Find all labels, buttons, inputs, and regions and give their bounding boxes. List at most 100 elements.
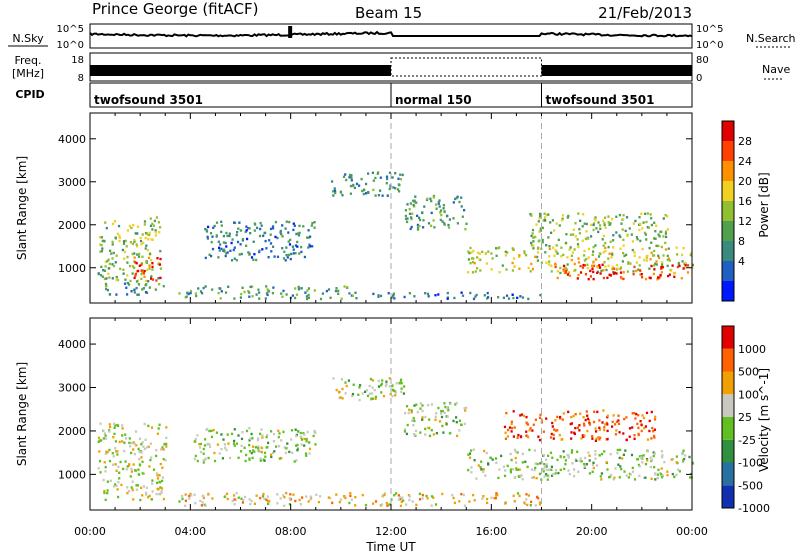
- power-cell: [215, 234, 218, 237]
- velocity-cell: [147, 445, 150, 448]
- nsky-tick-left-bottom: 10^0: [57, 40, 84, 51]
- power-cell: [530, 244, 533, 247]
- power-cell: [296, 245, 299, 248]
- power-cell: [548, 244, 551, 248]
- velocity-cell: [123, 441, 126, 444]
- power-cell: [123, 282, 127, 285]
- velocity-cell: [581, 434, 584, 437]
- power-cells: [97, 171, 694, 301]
- velocity-cell: [505, 411, 508, 415]
- velocity-cell: [351, 394, 354, 398]
- velocity-cell: [391, 388, 395, 392]
- power-cell: [151, 222, 154, 226]
- power-cell: [225, 245, 228, 248]
- velocity-cell: [682, 449, 685, 452]
- power-colorbar-swatch: [722, 201, 734, 221]
- velocity-cell: [156, 432, 159, 435]
- velocity-cell: [248, 450, 252, 453]
- power-cell: [541, 241, 544, 244]
- power-cell: [287, 240, 290, 243]
- velocity-cell: [415, 403, 418, 406]
- power-cell: [556, 270, 559, 273]
- velocity-cell: [512, 468, 515, 471]
- power-cell: [134, 261, 137, 264]
- power-cell: [557, 238, 560, 242]
- power-cell: [102, 269, 105, 272]
- velocity-cell: [280, 456, 283, 460]
- power-cell: [622, 214, 625, 217]
- velocity-cell: [644, 462, 648, 466]
- power-cell: [280, 292, 283, 295]
- velocity-cell: [675, 473, 678, 476]
- power-cell: [285, 293, 288, 296]
- velocity-cell: [248, 427, 251, 430]
- power-cell: [386, 194, 389, 197]
- power-cell: [136, 232, 139, 235]
- velocity-cell: [132, 448, 135, 451]
- velocity-colorbar-tick-label: -1000: [738, 502, 770, 515]
- velocity-cell: [534, 462, 537, 465]
- velocity-cell: [544, 465, 547, 469]
- power-cell: [607, 257, 610, 260]
- power-cell: [512, 248, 515, 251]
- velocity-cell: [282, 494, 285, 497]
- velocity-cell: [509, 471, 512, 474]
- velocity-cell: [151, 490, 154, 493]
- velocity-cell: [126, 486, 129, 489]
- power-cell: [463, 209, 466, 212]
- velocity-cell: [525, 498, 528, 501]
- velocity-cell: [479, 466, 482, 469]
- power-cell: [187, 292, 190, 296]
- power-cell: [478, 258, 481, 261]
- velocity-cell: [150, 426, 154, 429]
- power-cell: [416, 214, 419, 217]
- power-cell: [530, 241, 533, 245]
- velocity-cell: [331, 501, 334, 505]
- velocity-cell: [339, 396, 342, 399]
- power-cell: [650, 251, 653, 254]
- velocity-cell: [248, 458, 251, 461]
- power-cell: [195, 294, 198, 298]
- power-cell: [631, 240, 634, 243]
- power-cell: [416, 226, 420, 229]
- power-cell: [151, 228, 154, 231]
- cpid-segment-label: twofsound 3501: [94, 93, 203, 107]
- velocity-cell: [549, 436, 553, 439]
- velocity-cell: [606, 429, 609, 433]
- velocity-cell: [147, 496, 150, 499]
- velocity-cell: [158, 423, 161, 426]
- power-cell: [111, 257, 114, 260]
- power-cell: [660, 265, 663, 269]
- velocity-cell: [526, 423, 530, 426]
- velocity-cell: [652, 430, 655, 433]
- power-cell: [98, 236, 102, 239]
- power-cell: [585, 222, 588, 226]
- velocity-cell: [245, 453, 248, 457]
- velocity-cell: [109, 425, 112, 429]
- velocity-cell: [162, 458, 165, 461]
- power-cell: [104, 221, 107, 224]
- power-cell: [455, 196, 458, 200]
- velocity-cell: [368, 384, 371, 388]
- velocity-cell: [202, 447, 205, 451]
- power-cell: [360, 177, 363, 181]
- velocity-cell: [369, 377, 372, 381]
- power-cell: [266, 293, 269, 297]
- velocity-cell: [619, 465, 622, 468]
- velocity-cell: [587, 417, 590, 420]
- velocity-cell: [435, 412, 438, 415]
- power-cell: [145, 244, 148, 247]
- power-cell: [235, 233, 238, 237]
- power-cell: [602, 219, 605, 222]
- velocity-cell: [99, 422, 102, 425]
- velocity-cell: [587, 451, 590, 454]
- velocity-cell: [415, 503, 418, 507]
- velocity-cell: [309, 498, 312, 501]
- power-cell: [128, 264, 132, 268]
- velocity-cell: [545, 465, 548, 468]
- velocity-cell: [397, 498, 400, 501]
- velocity-cell: [294, 428, 297, 431]
- velocity-cell: [508, 426, 512, 429]
